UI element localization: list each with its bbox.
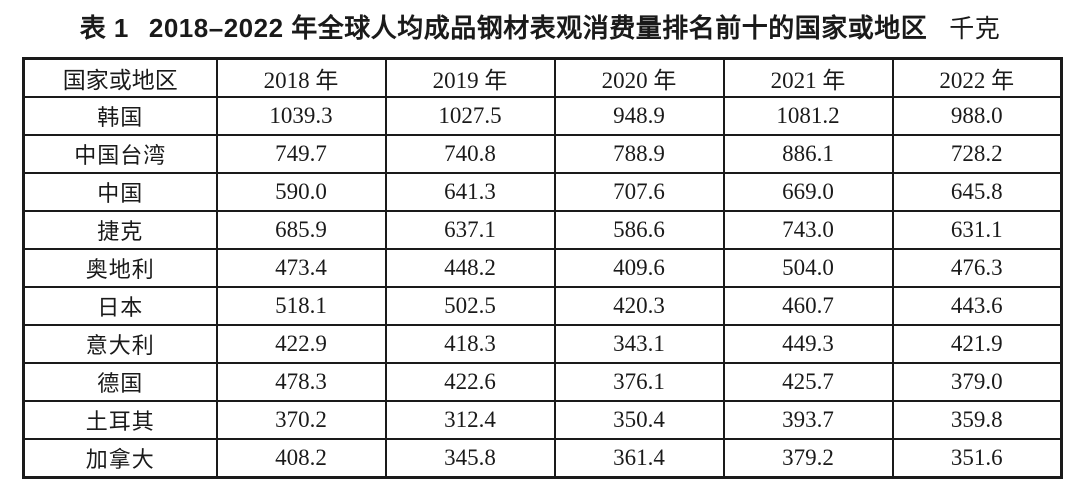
country-cell: 中国台湾 [22,134,218,174]
value-cell: 379.0 [891,362,1063,402]
header-year: 2020 年 [553,57,725,98]
value-cell: 518.1 [215,286,387,326]
value-cell: 637.1 [384,210,556,250]
value-cell: 669.0 [722,172,894,212]
value-cell: 948.9 [553,96,725,136]
value-cell: 443.6 [891,286,1063,326]
value-cell: 422.6 [384,362,556,402]
steel-consumption-table: 国家或地区 2018 年 2019 年 2020 年 2021 年 2022 年 韩国 10… [22,57,1063,479]
header-year: 2021 年 [722,57,894,98]
value-cell: 685.9 [215,210,387,250]
value-cell: 409.6 [553,248,725,288]
value-cell: 502.5 [384,286,556,326]
value-cell: 448.2 [384,248,556,288]
value-cell: 590.0 [215,172,387,212]
table-row: 加拿大 408.2 345.8 361.4 379.2 351.6 [22,438,1063,479]
value-cell: 418.3 [384,324,556,364]
header-year: 2018 年 [215,57,387,98]
table-title-label: 表 1 [79,13,129,43]
value-cell: 376.1 [553,362,725,402]
value-cell: 641.3 [384,172,556,212]
value-cell: 586.6 [553,210,725,250]
country-cell: 捷克 [22,210,218,250]
country-cell: 加拿大 [22,438,218,479]
value-cell: 379.2 [722,438,894,479]
table-row: 奥地利 473.4 448.2 409.6 504.0 476.3 [22,248,1063,288]
country-cell: 意大利 [22,324,218,364]
country-cell: 土耳其 [22,400,218,440]
value-cell: 393.7 [722,400,894,440]
table-row: 韩国 1039.3 1027.5 948.9 1081.2 988.0 [22,96,1063,136]
table-row: 日本 518.1 502.5 420.3 460.7 443.6 [22,286,1063,326]
value-cell: 370.2 [215,400,387,440]
value-cell: 1039.3 [215,96,387,136]
value-cell: 350.4 [553,400,725,440]
value-cell: 478.3 [215,362,387,402]
header-year: 2019 年 [384,57,556,98]
table-header-row: 国家或地区 2018 年 2019 年 2020 年 2021 年 2022 年 [22,57,1063,98]
value-cell: 449.3 [722,324,894,364]
country-cell: 韩国 [22,96,218,136]
value-cell: 425.7 [722,362,894,402]
value-cell: 420.3 [553,286,725,326]
value-cell: 1081.2 [722,96,894,136]
table-body: 韩国 1039.3 1027.5 948.9 1081.2 988.0 中国台湾 749.7 7… [22,96,1063,479]
value-cell: 408.2 [215,438,387,479]
value-cell: 645.8 [891,172,1063,212]
value-cell: 421.9 [891,324,1063,364]
value-cell: 707.6 [553,172,725,212]
value-cell: 740.8 [384,134,556,174]
country-cell: 中国 [22,172,218,212]
value-cell: 476.3 [891,248,1063,288]
value-cell: 988.0 [891,96,1063,136]
header-year: 2022 年 [891,57,1063,98]
value-cell: 351.6 [891,438,1063,479]
value-cell: 312.4 [384,400,556,440]
value-cell: 749.7 [215,134,387,174]
country-cell: 德国 [22,362,218,402]
value-cell: 728.2 [891,134,1063,174]
value-cell: 361.4 [553,438,725,479]
table-row: 中国台湾 749.7 740.8 788.9 886.1 728.2 [22,134,1063,174]
country-cell: 日本 [22,286,218,326]
table-row: 意大利 422.9 418.3 343.1 449.3 421.9 [22,324,1063,364]
value-cell: 1027.5 [384,96,556,136]
value-cell: 345.8 [384,438,556,479]
value-cell: 631.1 [891,210,1063,250]
value-cell: 743.0 [722,210,894,250]
table-row: 土耳其 370.2 312.4 350.4 393.7 359.8 [22,400,1063,440]
country-cell: 奥地利 [22,248,218,288]
table-title-text: 2018–2022 年全球人均成品钢材表观消费量排名前十的国家或地区 [148,13,928,43]
value-cell: 504.0 [722,248,894,288]
header-country-region: 国家或地区 [22,57,218,98]
table-title-unit: 千克 [949,16,1001,43]
value-cell: 343.1 [553,324,725,364]
value-cell: 359.8 [891,400,1063,440]
table-row: 中国 590.0 641.3 707.6 669.0 645.8 [22,172,1063,212]
value-cell: 788.9 [553,134,725,174]
table-title: 表 1 2018–2022 年全球人均成品钢材表观消费量排名前十的国家或地区 千克 [0,0,1080,46]
table-row: 德国 478.3 422.6 376.1 425.7 379.0 [22,362,1063,402]
value-cell: 422.9 [215,324,387,364]
value-cell: 460.7 [722,286,894,326]
value-cell: 473.4 [215,248,387,288]
value-cell: 886.1 [722,134,894,174]
table-row: 捷克 685.9 637.1 586.6 743.0 631.1 [22,210,1063,250]
